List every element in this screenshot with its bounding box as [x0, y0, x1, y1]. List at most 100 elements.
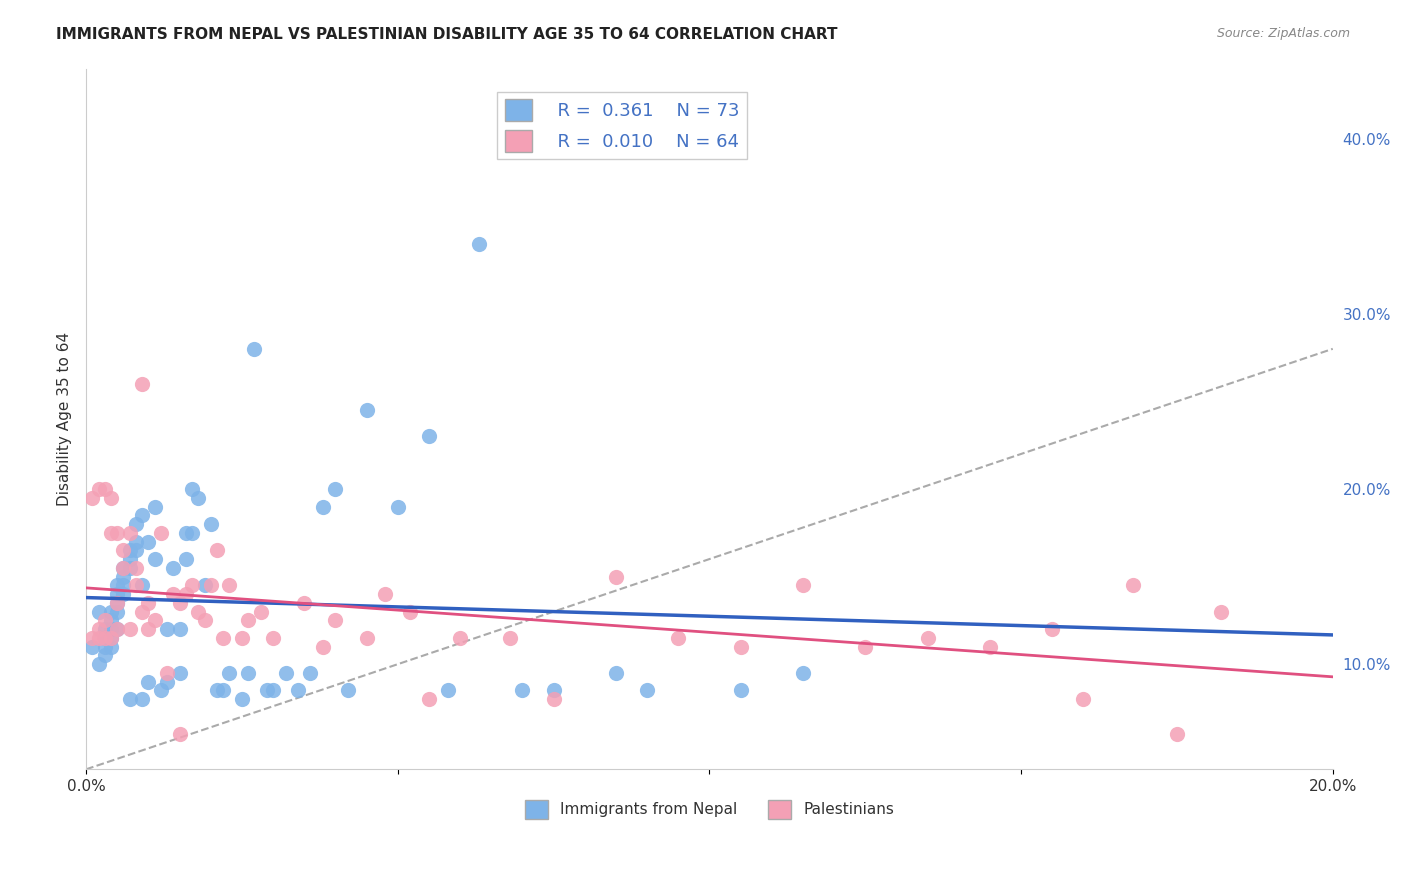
Point — [94, 640, 117, 654]
Point — [143, 500, 166, 514]
Point — [105, 622, 128, 636]
Point — [605, 569, 627, 583]
Point — [174, 552, 197, 566]
Point — [336, 683, 359, 698]
Point — [218, 578, 240, 592]
Point — [181, 525, 204, 540]
Point — [105, 578, 128, 592]
Point — [205, 683, 228, 698]
Point — [236, 614, 259, 628]
Point — [636, 683, 658, 698]
Point — [169, 596, 191, 610]
Point — [1122, 578, 1144, 592]
Point — [543, 692, 565, 706]
Point — [156, 665, 179, 680]
Point — [100, 491, 122, 505]
Point — [792, 665, 814, 680]
Text: Source: ZipAtlas.com: Source: ZipAtlas.com — [1216, 27, 1350, 40]
Text: IMMIGRANTS FROM NEPAL VS PALESTINIAN DISABILITY AGE 35 TO 64 CORRELATION CHART: IMMIGRANTS FROM NEPAL VS PALESTINIAN DIS… — [56, 27, 838, 42]
Point — [118, 543, 141, 558]
Point — [94, 648, 117, 663]
Point — [112, 578, 135, 592]
Point — [1040, 622, 1063, 636]
Point — [118, 525, 141, 540]
Point — [100, 622, 122, 636]
Point — [131, 508, 153, 523]
Point — [100, 631, 122, 645]
Point — [82, 491, 104, 505]
Point — [138, 622, 160, 636]
Point — [1166, 727, 1188, 741]
Point — [917, 631, 939, 645]
Point — [112, 561, 135, 575]
Point — [169, 727, 191, 741]
Point — [105, 596, 128, 610]
Point — [105, 622, 128, 636]
Point — [87, 482, 110, 496]
Point — [125, 534, 148, 549]
Point — [299, 665, 322, 680]
Legend: Immigrants from Nepal, Palestinians: Immigrants from Nepal, Palestinians — [519, 794, 900, 825]
Point — [512, 683, 534, 698]
Point — [82, 631, 104, 645]
Point — [94, 482, 117, 496]
Point — [543, 683, 565, 698]
Point — [205, 543, 228, 558]
Point — [274, 665, 297, 680]
Point — [605, 665, 627, 680]
Point — [112, 587, 135, 601]
Point — [499, 631, 522, 645]
Point — [112, 569, 135, 583]
Point — [138, 596, 160, 610]
Point — [131, 605, 153, 619]
Point — [100, 525, 122, 540]
Point — [399, 605, 422, 619]
Point — [792, 578, 814, 592]
Point — [730, 683, 752, 698]
Point — [436, 683, 458, 698]
Point — [138, 674, 160, 689]
Point — [131, 692, 153, 706]
Point — [256, 683, 278, 698]
Point — [418, 692, 440, 706]
Y-axis label: Disability Age 35 to 64: Disability Age 35 to 64 — [58, 332, 72, 506]
Point — [125, 543, 148, 558]
Point — [94, 631, 117, 645]
Point — [94, 622, 117, 636]
Point — [100, 640, 122, 654]
Point — [262, 683, 284, 698]
Point — [118, 561, 141, 575]
Point — [979, 640, 1001, 654]
Point — [125, 578, 148, 592]
Point — [169, 665, 191, 680]
Point — [853, 640, 876, 654]
Point — [125, 516, 148, 531]
Point — [105, 596, 128, 610]
Point — [449, 631, 471, 645]
Point — [169, 622, 191, 636]
Point — [243, 342, 266, 356]
Point — [156, 674, 179, 689]
Point — [131, 376, 153, 391]
Point — [1209, 605, 1232, 619]
Point — [94, 631, 117, 645]
Point — [218, 665, 240, 680]
Point — [193, 578, 215, 592]
Point — [181, 482, 204, 496]
Point — [118, 622, 141, 636]
Point — [187, 491, 209, 505]
Point — [105, 525, 128, 540]
Point — [200, 578, 222, 592]
Point — [666, 631, 689, 645]
Point — [87, 657, 110, 672]
Point — [312, 640, 335, 654]
Point — [356, 403, 378, 417]
Point — [174, 587, 197, 601]
Point — [105, 587, 128, 601]
Point — [125, 561, 148, 575]
Point — [200, 516, 222, 531]
Point — [94, 614, 117, 628]
Point — [325, 614, 347, 628]
Point — [292, 596, 315, 610]
Point — [162, 587, 184, 601]
